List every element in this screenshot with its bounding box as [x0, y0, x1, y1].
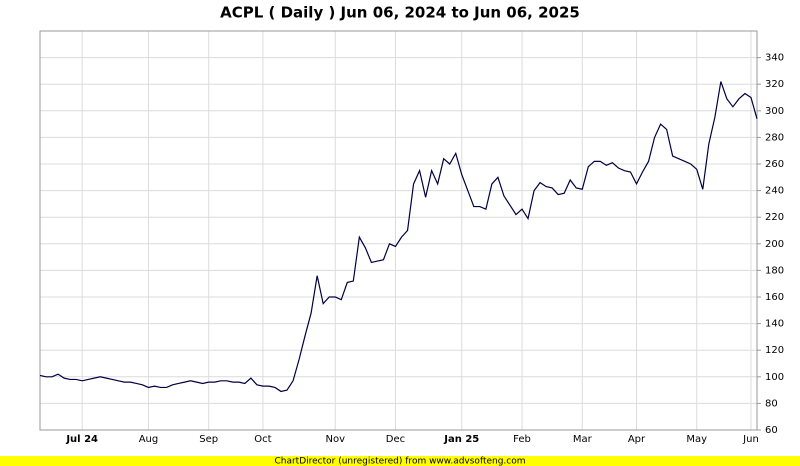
footer-text: ChartDirector (unregistered) from www.ad…: [274, 457, 525, 466]
x-tick-label: Dec: [386, 434, 405, 445]
x-tick-label: Apr: [628, 434, 646, 445]
y-tick-label: 160: [765, 292, 784, 303]
x-tick-label: Aug: [139, 434, 159, 445]
footer-bar: [0, 456, 800, 466]
x-tick-label: Jul 24: [65, 434, 98, 445]
x-tick-label: Jun: [742, 434, 759, 445]
y-tick-label: 300: [765, 106, 784, 117]
y-tick-label: 240: [765, 186, 784, 197]
x-tick-label: Mar: [573, 434, 593, 445]
x-tick-label: Feb: [513, 434, 531, 445]
y-tick-label: 320: [765, 79, 784, 90]
y-tick-label: 220: [765, 212, 784, 223]
y-tick-label: 180: [765, 265, 784, 276]
plot-frame: [39, 30, 758, 431]
x-tick-label: Nov: [325, 434, 345, 445]
chart-title: ACPL ( Daily ) Jun 06, 2024 to Jun 06, 2…: [220, 4, 580, 22]
y-tick-label: 60: [765, 425, 778, 436]
y-tick-label: 340: [765, 53, 784, 64]
y-tick-label: 280: [765, 132, 784, 143]
y-tick-label: 100: [765, 372, 784, 383]
x-tick-label: Oct: [254, 434, 271, 445]
x-tick-label: Jan 25: [443, 434, 479, 445]
y-tick-label: 120: [765, 345, 784, 356]
price-line: [39, 81, 758, 393]
y-tick-label: 200: [765, 239, 784, 250]
x-tick-label: May: [686, 434, 707, 445]
grid: [40, 31, 757, 431]
y-tick-label: 80: [765, 398, 778, 409]
y-tick-label: 260: [765, 159, 784, 170]
y-tick-label: 140: [765, 319, 784, 330]
x-tick-label: Sep: [199, 434, 218, 445]
